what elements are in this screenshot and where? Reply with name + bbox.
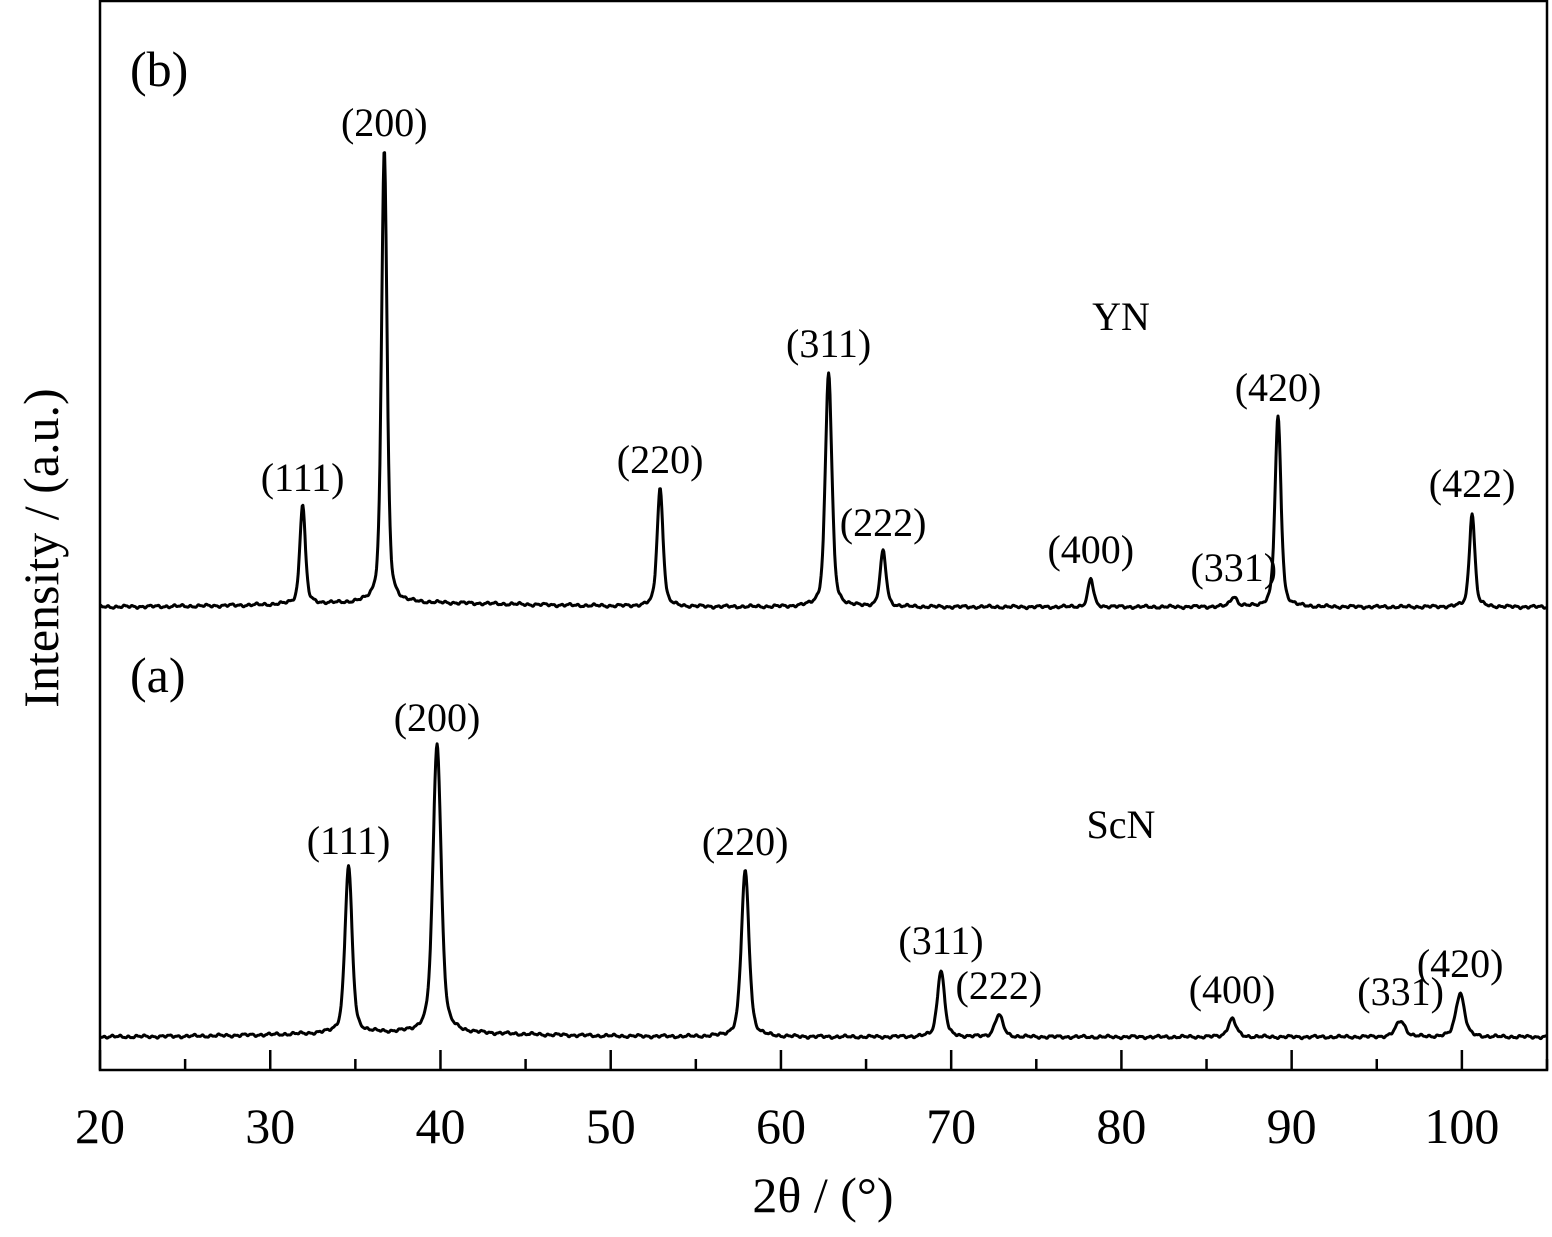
x-tick-label: 80 bbox=[1096, 1098, 1146, 1154]
series-name-yn: YN bbox=[1092, 294, 1150, 339]
peak-label: (400) bbox=[1189, 967, 1276, 1012]
series-name-scn: ScN bbox=[1087, 802, 1156, 847]
panel-label: (b) bbox=[130, 41, 188, 97]
peak-label: (331) bbox=[1357, 969, 1444, 1014]
series-line-scn bbox=[99, 742, 1548, 1041]
peak-label: (311) bbox=[786, 321, 871, 366]
peak-label: (422) bbox=[1429, 461, 1516, 506]
x-axis-ticks bbox=[98, 1050, 1549, 1070]
peak-label: (200) bbox=[394, 695, 481, 740]
x-tick-label: 20 bbox=[75, 1098, 125, 1154]
peak-label: (420) bbox=[1417, 941, 1504, 986]
peak-label: (222) bbox=[840, 500, 927, 545]
peak-label: (111) bbox=[261, 455, 345, 500]
peak-label: (220) bbox=[617, 437, 704, 482]
peak-label: (200) bbox=[341, 100, 428, 145]
plot-frame bbox=[98, 0, 1549, 1072]
x-tick-label: 50 bbox=[586, 1098, 636, 1154]
x-axis-tick-labels: 20 30 40 50 60 70 80 90 100 bbox=[75, 1098, 1499, 1154]
peak-label: (222) bbox=[956, 963, 1043, 1008]
peak-label: (400) bbox=[1047, 527, 1134, 572]
peak-label: (420) bbox=[1235, 365, 1322, 410]
x-tick-label: 70 bbox=[926, 1098, 976, 1154]
panel-label: (a) bbox=[130, 647, 186, 703]
peak-label: (220) bbox=[702, 819, 789, 864]
x-axis-title: 2θ / (°) bbox=[752, 1167, 893, 1223]
x-tick-label: 100 bbox=[1424, 1098, 1499, 1154]
x-tick-label: 40 bbox=[415, 1098, 465, 1154]
x-tick-label: 30 bbox=[245, 1098, 295, 1154]
peak-label: (311) bbox=[898, 918, 983, 963]
peak-label: (111) bbox=[307, 818, 391, 863]
series-layer bbox=[99, 151, 1548, 1041]
x-tick-label: 90 bbox=[1267, 1098, 1317, 1154]
panel-labels: ScN (a) YN (b) bbox=[130, 41, 1155, 847]
series-line-yn bbox=[99, 151, 1548, 611]
peak-labels: (111)(200)(220)(311)(222) (400) (331)(420)… bbox=[261, 100, 1516, 1014]
y-axis-title: Intensity / (a.u.) bbox=[13, 388, 69, 707]
x-tick-label: 60 bbox=[756, 1098, 806, 1154]
peak-label: (331) bbox=[1190, 545, 1277, 590]
